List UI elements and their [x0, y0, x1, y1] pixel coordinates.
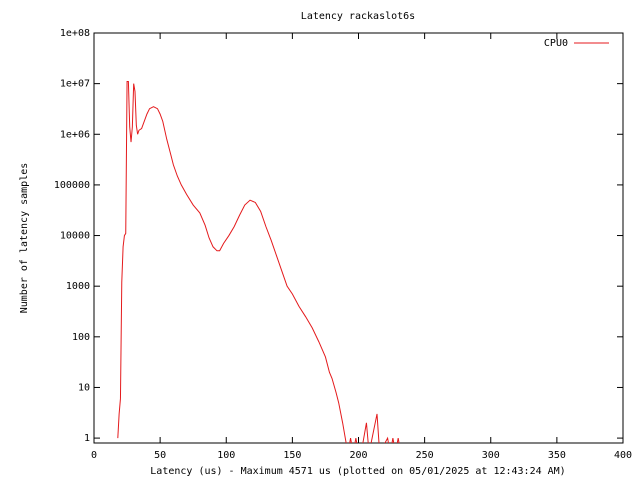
plot-frame — [93, 32, 624, 444]
x-tick-label: 250 — [416, 450, 434, 461]
x-tick-label: 100 — [217, 450, 235, 461]
y-tick-label: 1e+06 — [60, 129, 90, 140]
x-tick-label: 300 — [482, 450, 500, 461]
y-tick-label: 10000 — [60, 231, 90, 242]
data-line — [117, 81, 400, 443]
x-tick-label: 400 — [614, 450, 632, 461]
x-tick-label: 350 — [548, 450, 566, 461]
y-tick-label: 1e+07 — [60, 79, 90, 90]
y-tick-label: 100000 — [54, 180, 90, 191]
plot-area — [117, 81, 400, 443]
x-axis-label: Latency (us) - Maximum 4571 us (plotted … — [150, 466, 565, 477]
x-tick-label: 50 — [154, 450, 166, 461]
y-tick-label: 1e+08 — [60, 28, 90, 39]
legend-label: CPU0 — [544, 38, 568, 49]
y-tick-label: 1 — [84, 433, 90, 444]
y-tick-label: 1000 — [66, 281, 90, 292]
x-tick-label: 200 — [349, 450, 367, 461]
y-tick-label: 10 — [78, 382, 90, 393]
x-tick-label: 0 — [91, 450, 97, 461]
y-tick-label: 100 — [72, 332, 90, 343]
x-tick-label: 150 — [283, 450, 301, 461]
y-axis-label: Number of latency samples — [19, 163, 30, 314]
chart-title: Latency rackaslot6s — [301, 11, 415, 22]
